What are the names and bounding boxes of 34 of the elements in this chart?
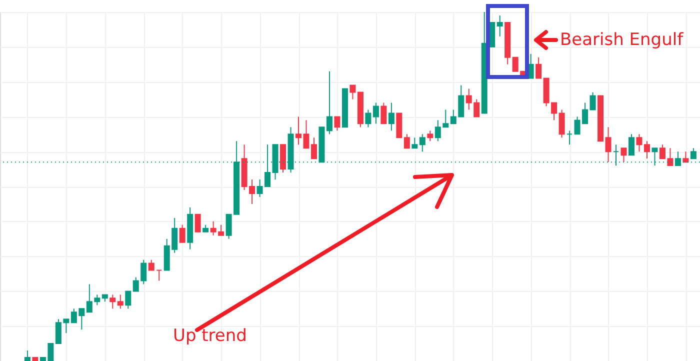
candlestick	[326, 70, 332, 135]
candlestick	[558, 109, 565, 138]
candlestick	[365, 109, 372, 128]
candlestick	[117, 294, 124, 310]
candlestick	[334, 116, 340, 132]
candlestick	[566, 130, 573, 146]
candlestick	[536, 56, 542, 79]
candlestick	[125, 290, 132, 310]
candlestick	[628, 134, 634, 156]
candlestick	[310, 137, 317, 160]
candlestick	[404, 134, 410, 149]
candlestick	[179, 224, 186, 243]
annotation: Bearish Engulf	[560, 30, 684, 50]
candlestick	[380, 102, 387, 124]
candlestick	[427, 130, 434, 142]
candlestick	[24, 350, 30, 361]
candlestick	[194, 214, 201, 232]
annotation: Up trend	[173, 326, 247, 346]
candlestick	[156, 270, 162, 282]
candlestick	[388, 102, 394, 132]
candlestick	[605, 126, 612, 163]
candlestick	[636, 134, 642, 152]
candlestick	[110, 294, 116, 310]
candlestick	[148, 259, 154, 271]
candlestick	[412, 137, 418, 149]
candlestick	[419, 134, 426, 152]
candlestick	[682, 151, 689, 163]
candlestick	[350, 84, 356, 100]
candlestick	[644, 140, 650, 160]
candlestick	[590, 92, 596, 110]
candlestick	[620, 148, 627, 163]
candlestick	[690, 148, 696, 160]
candlestick	[372, 102, 379, 124]
candlestick	[496, 14, 503, 37]
